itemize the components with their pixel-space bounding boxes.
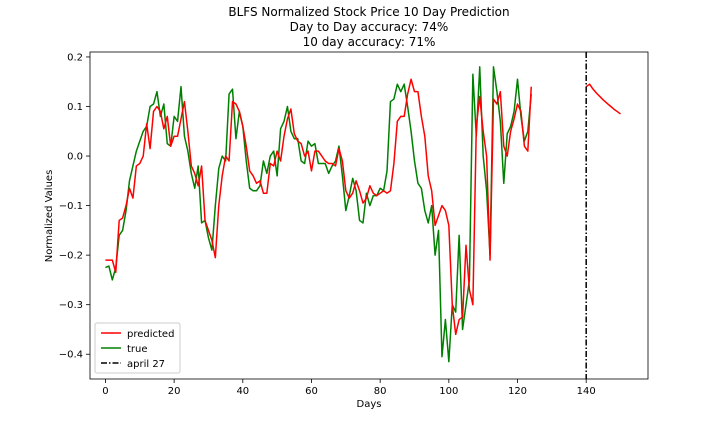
x-tick-label: 100 <box>439 386 458 397</box>
legend-label-predicted: predicted <box>127 329 174 340</box>
legend-box <box>94 322 181 374</box>
x-tick-label: 60 <box>305 386 318 397</box>
legend-label-true: true <box>127 344 148 355</box>
y-tick-label: −0.3 <box>59 300 83 311</box>
x-tick-label: 80 <box>374 386 387 397</box>
y-tick-label: 0.1 <box>67 102 83 113</box>
y-tick-label: −0.4 <box>59 350 83 361</box>
x-axis-label: Days <box>357 399 382 410</box>
legend-label-april-27: april 27 <box>127 359 165 370</box>
y-tick-label: −0.1 <box>59 201 83 212</box>
x-tick-label: 20 <box>168 386 181 397</box>
y-tick-label: −0.2 <box>59 251 83 262</box>
y-tick-label: 0.0 <box>67 152 83 163</box>
x-axis: 0 20 40 60 80 100 120 140 <box>102 379 596 397</box>
y-axis: −0.4 −0.3 −0.2 −0.1 0.0 0.1 0.2 <box>59 52 90 361</box>
chart-title-line-1: BLFS Normalized Stock Price 10 Day Predi… <box>228 5 509 19</box>
x-tick-label: 0 <box>102 386 108 397</box>
plot-area <box>89 51 649 380</box>
legend: predicted true april 27 <box>94 322 181 374</box>
chart-title-line-3: 10 day accuracy: 71% <box>303 35 436 49</box>
x-tick-label: 140 <box>577 386 596 397</box>
x-tick-label: 40 <box>236 386 249 397</box>
x-tick-label: 120 <box>508 386 527 397</box>
y-tick-label: 0.2 <box>67 52 83 63</box>
plot-frame <box>89 51 649 380</box>
series-line-predicted <box>105 78 532 336</box>
series-line-predicted-forecast <box>585 83 621 115</box>
chart-title-line-2: Day to Day accuracy: 74% <box>290 20 449 34</box>
series-line-true <box>105 66 532 363</box>
y-axis-label: Normalized Values <box>44 170 55 263</box>
